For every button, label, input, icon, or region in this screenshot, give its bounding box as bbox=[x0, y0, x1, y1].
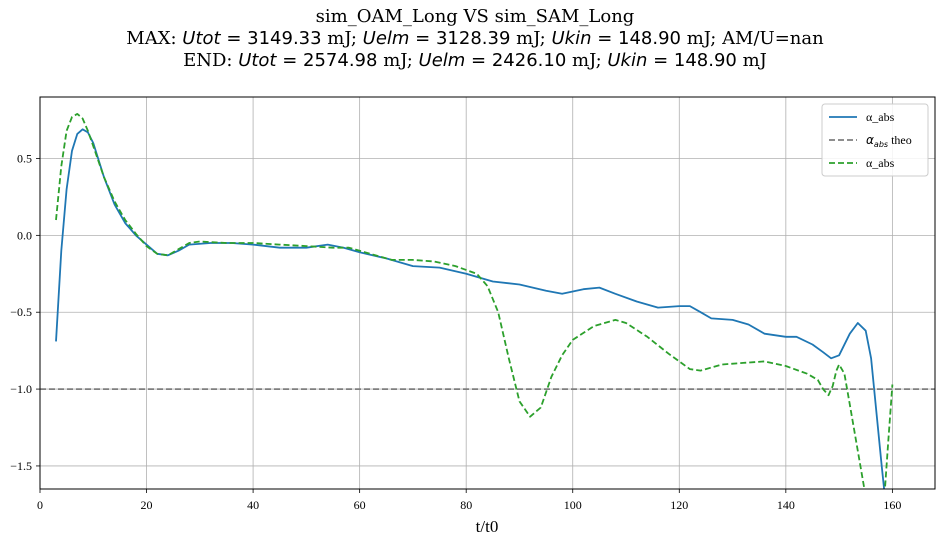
legend: α_abs αabs theo α_abs bbox=[821, 103, 929, 177]
title-line-2: MAX: Utot = 3149.33 mJ; Uelm = 3128.39 m… bbox=[0, 28, 950, 50]
title-tail: mJ bbox=[736, 50, 767, 71]
title-tail: mJ; AM/U=nan bbox=[681, 28, 824, 49]
x-tick-label: 100 bbox=[564, 498, 582, 512]
axis-ticks: 0 20 40 60 80 100 120 140 160 −1.5 −1.0 −0.5 0.0 0.5 bbox=[10, 151, 901, 512]
y-tick-label: 0.5 bbox=[17, 151, 32, 165]
unit: mJ; bbox=[377, 50, 419, 71]
utot-symbol: Utot bbox=[238, 50, 277, 71]
uelm-symbol: Uelm bbox=[362, 28, 410, 49]
title-line-3: END: Utot = 2574.98 mJ; Uelm = 2426.10 m… bbox=[0, 50, 950, 72]
plot-frame bbox=[39, 96, 936, 490]
grid bbox=[39, 97, 935, 489]
y-tick-label: −1.0 bbox=[10, 382, 32, 396]
uelm-value: = 2426.10 bbox=[465, 50, 567, 71]
series-alpha-abs-2-line bbox=[55, 113, 894, 489]
max-prefix: MAX: bbox=[126, 28, 183, 49]
y-tick-label: 0.0 bbox=[17, 228, 32, 242]
x-tick-label: 140 bbox=[777, 498, 795, 512]
unit: mJ; bbox=[566, 50, 608, 71]
ukin-value: = 148.90 bbox=[647, 50, 737, 71]
x-tick-label: 60 bbox=[354, 498, 366, 512]
x-tick-label: 80 bbox=[460, 498, 472, 512]
x-tick-label: 20 bbox=[141, 498, 153, 512]
series-alpha-abs-line bbox=[55, 128, 886, 489]
series-lines bbox=[40, 113, 935, 489]
utot-value: = 3149.33 bbox=[220, 28, 322, 49]
x-tick-label: 40 bbox=[247, 498, 259, 512]
x-tick-label: 160 bbox=[883, 498, 901, 512]
ukin-value: = 148.90 bbox=[591, 28, 681, 49]
end-prefix: END: bbox=[183, 50, 239, 71]
unit: mJ; bbox=[510, 28, 552, 49]
uelm-value: = 3128.39 bbox=[409, 28, 511, 49]
x-tick-label: 0 bbox=[37, 498, 43, 512]
title-line-1: sim_OAM_Long VS sim_SAM_Long bbox=[315, 6, 635, 27]
legend-box bbox=[821, 103, 929, 177]
y-tick-label: −0.5 bbox=[10, 305, 32, 319]
y-tick-label: −1.5 bbox=[10, 459, 32, 473]
unit: mJ; bbox=[321, 28, 363, 49]
legend-label-alpha-abs: α_abs bbox=[866, 110, 895, 124]
chart-title: sim_OAM_Long VS sim_SAM_Long MAX: Utot =… bbox=[0, 6, 950, 72]
utot-value: = 2574.98 bbox=[276, 50, 378, 71]
ukin-symbol: Ukin bbox=[551, 28, 592, 49]
legend-label-alpha-abs-theo: αabs theo bbox=[866, 133, 912, 149]
uelm-symbol: Uelm bbox=[418, 50, 466, 71]
x-axis-label: t/t0 bbox=[476, 517, 499, 536]
x-tick-label: 120 bbox=[670, 498, 688, 512]
ukin-symbol: Ukin bbox=[607, 50, 648, 71]
utot-symbol: Utot bbox=[182, 28, 221, 49]
legend-label-alpha-abs-2: α_abs bbox=[866, 156, 895, 170]
